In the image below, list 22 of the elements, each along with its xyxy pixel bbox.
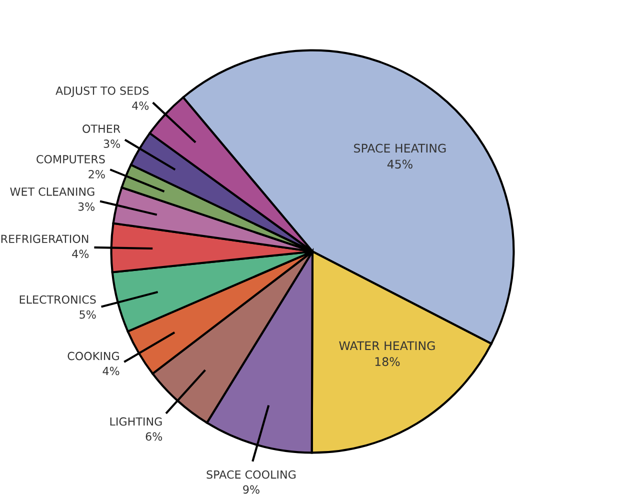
data-label: 4% [72,250,89,258]
data-label: 3% [78,202,95,211]
data-label: 4% [102,366,120,376]
slice-label: OTHER [82,124,120,133]
slice-label: ELECTRONICS [20,295,96,304]
slice-label: SPACE COOLING [206,470,296,479]
data-label: 18% [375,357,400,366]
data-label: 5% [80,310,96,319]
data-label: 45% [387,160,412,169]
data-label: 6% [146,432,162,441]
slice-label: SPACE HEATING [354,144,446,153]
slice-label: ADJUST TO SEDS [56,86,149,97]
data-label: 2% [88,170,105,178]
slice-label: COMPUTERS [36,155,105,164]
slice-label: REFRIGERATION [1,234,88,244]
data-label: 3% [104,140,120,148]
slice-label: LIGHTING [110,417,162,426]
data-label: 4% [132,101,149,110]
data-label: 9% [243,485,260,494]
slice-label: WET CLEANING [10,187,94,196]
slice-label: WATER HEATING [339,341,435,350]
slice-label: COOKING [68,352,119,360]
